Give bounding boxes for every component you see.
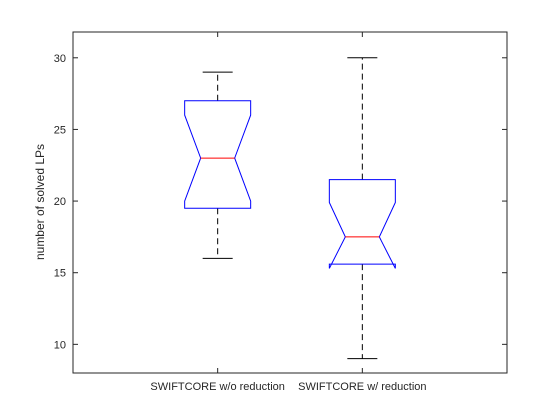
y-tick-label: 25 — [54, 124, 66, 136]
y-axis-title: number of solved LPs — [33, 144, 47, 260]
box-group — [328, 57, 396, 360]
x-tick-label: SWIFTCORE w/o reduction — [150, 381, 284, 393]
boxplot-marks — [184, 57, 396, 360]
y-tick-label: 20 — [54, 196, 66, 208]
plot-area — [72, 31, 508, 374]
box — [184, 100, 252, 209]
y-tick-label: 30 — [54, 53, 66, 65]
box-group — [184, 71, 252, 259]
x-tick-label: SWIFTCORE w/ reduction — [298, 381, 426, 393]
y-tick-label: 15 — [54, 268, 66, 280]
x-axis-ticks: SWIFTCORE w/o reduction SWIFTCORE w/ redu… — [150, 32, 427, 393]
y-axis-ticks: 10 15 20 25 30 — [54, 53, 507, 351]
y-tick-label: 10 — [54, 339, 66, 351]
box — [328, 179, 396, 269]
